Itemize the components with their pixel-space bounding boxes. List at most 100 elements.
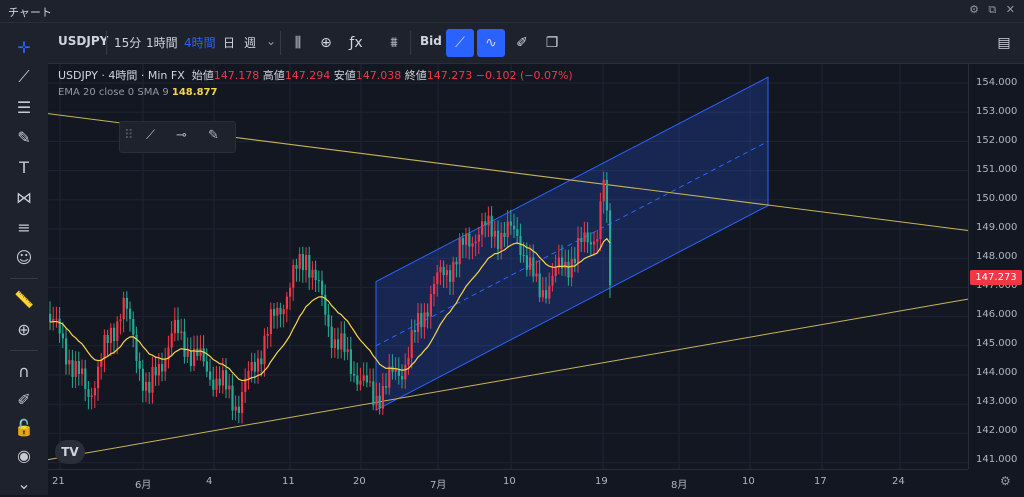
wave-icon[interactable]: ∿ <box>477 29 505 57</box>
toolbar-divider <box>410 31 411 55</box>
candle <box>468 233 471 247</box>
trend-up-icon[interactable]: ⟋ <box>446 29 474 57</box>
candle <box>465 233 468 245</box>
candle <box>113 327 116 342</box>
candle <box>260 358 263 365</box>
time-axis-label: 17 <box>814 476 827 487</box>
candle <box>141 368 144 391</box>
layout-icon[interactable]: ▤ <box>997 35 1011 51</box>
time-axis[interactable] <box>48 469 968 496</box>
candle <box>49 313 52 323</box>
indicators-icon[interactable]: ƒx <box>349 35 363 51</box>
candle <box>154 366 157 376</box>
bid-button[interactable]: Bid <box>420 34 442 48</box>
candle <box>397 369 400 376</box>
indicator-legend[interactable]: EMA 20 close 0 SMA 9 148.877 <box>58 87 217 98</box>
candle <box>487 215 490 226</box>
templates-icon[interactable]: ⩩ <box>390 35 398 51</box>
pattern-icon[interactable]: ☰ <box>16 97 32 117</box>
time-axis-label: 8月 <box>671 480 688 491</box>
zoom-icon[interactable]: ⊕ <box>17 319 31 339</box>
candle <box>493 230 496 237</box>
interval-15m[interactable]: 15分 <box>114 36 142 50</box>
price-axis[interactable] <box>968 64 1024 469</box>
candle <box>292 265 295 288</box>
drag-handle-icon[interactable]: ⠿ <box>124 128 134 143</box>
candle <box>215 378 218 390</box>
candle <box>439 266 442 273</box>
candle <box>458 238 461 265</box>
paint-brush-icon[interactable]: ✐ <box>516 35 528 51</box>
candle <box>106 335 109 343</box>
interval-4h[interactable]: 4時間 <box>184 36 216 50</box>
settings-gear-icon[interactable]: ⚙ <box>1000 474 1011 488</box>
candle <box>426 312 429 317</box>
interval-week[interactable]: 週 <box>244 36 257 50</box>
candle <box>452 261 455 282</box>
candle <box>263 335 266 365</box>
add-compare-icon[interactable]: ⊕ <box>320 35 332 51</box>
trendline-icon[interactable]: ⟋ <box>18 67 30 86</box>
candle <box>503 233 506 238</box>
collapse-icon[interactable]: ⌄ <box>17 473 31 493</box>
tradingview-logo[interactable]: TV <box>55 440 85 464</box>
indicator-label: EMA 20 close 0 SMA 9 <box>58 87 169 98</box>
interval-1h[interactable]: 1時間 <box>146 36 178 50</box>
candle <box>577 238 580 263</box>
candle <box>506 221 509 238</box>
drawing-floating-toolbar: ⠿ ⟋ ⊸ ✎ <box>119 121 236 153</box>
legend-symbol[interactable]: USDJPY <box>58 69 98 82</box>
window-title: チャート <box>8 6 52 19</box>
candle <box>250 362 253 371</box>
eye-icon[interactable]: ◉ <box>17 445 31 465</box>
candle <box>413 330 416 333</box>
symbol-button[interactable]: USDJPY <box>58 34 109 48</box>
candle <box>551 276 554 286</box>
candle <box>401 375 404 380</box>
window-controls[interactable]: ⚙ ⧉ ✕ <box>969 3 1018 16</box>
layout-copy-icon[interactable]: ❐ <box>545 35 559 51</box>
candle <box>109 327 112 343</box>
candle <box>372 381 375 406</box>
candle <box>81 368 84 374</box>
candle <box>285 296 288 310</box>
candle <box>500 233 503 250</box>
candle <box>202 348 205 362</box>
interval-day[interactable]: 日 <box>223 36 236 50</box>
candle <box>337 339 340 350</box>
trendline-icon[interactable]: ⟋ <box>146 128 156 143</box>
candle <box>77 361 80 374</box>
price-chart[interactable] <box>48 64 968 469</box>
candle-style-icon[interactable]: ⫼ <box>294 35 302 51</box>
candle <box>273 309 276 316</box>
candle <box>231 385 234 411</box>
text-icon[interactable]: T <box>19 157 29 177</box>
ruler-icon[interactable]: 📏 <box>14 289 34 309</box>
close-value: 147.273 <box>426 69 473 82</box>
horizontal-line-icon[interactable]: ⊸ <box>176 128 187 143</box>
chevron-down-icon[interactable]: ⌄ <box>266 34 277 48</box>
magnet-icon[interactable]: ∩ <box>18 361 30 381</box>
candle <box>225 370 228 390</box>
price-axis-label: 154.000 <box>976 77 1018 88</box>
candle <box>151 366 154 393</box>
candle <box>71 360 74 377</box>
brush-icon[interactable]: ✎ <box>17 127 31 147</box>
candle <box>74 361 77 377</box>
candle <box>513 225 516 230</box>
fib-icon[interactable]: ≡ <box>17 217 31 237</box>
candle <box>477 234 480 242</box>
lock-draw-icon[interactable]: ✐ <box>17 389 31 409</box>
emoji-icon[interactable]: ☺ <box>15 247 33 267</box>
candle <box>561 257 564 269</box>
candle <box>119 319 122 322</box>
candle <box>276 307 279 316</box>
brush-icon[interactable]: ✎ <box>208 128 219 143</box>
measure-icon[interactable]: ⋈ <box>16 187 32 207</box>
chart-pane[interactable] <box>48 64 968 469</box>
candle <box>433 284 436 295</box>
crosshair-icon[interactable]: ✛ <box>17 37 31 57</box>
lock-icon[interactable]: 🔓 <box>14 417 34 437</box>
candle <box>167 347 170 360</box>
time-axis-label: 6月 <box>135 480 152 491</box>
